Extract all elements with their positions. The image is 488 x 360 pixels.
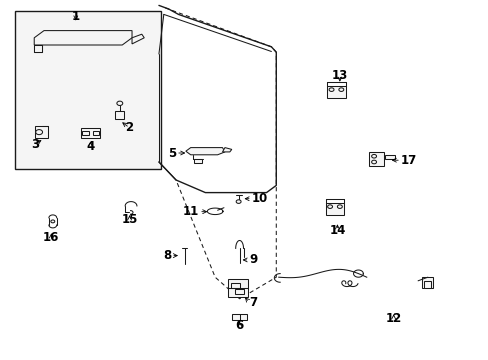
Circle shape [236, 200, 241, 203]
Bar [326, 86, 345, 98]
Polygon shape [132, 34, 144, 44]
Circle shape [371, 154, 376, 158]
Polygon shape [34, 31, 132, 45]
Circle shape [327, 205, 332, 208]
Circle shape [117, 101, 122, 105]
Circle shape [337, 205, 342, 208]
Bar [422, 277, 432, 288]
Bar [384, 155, 394, 159]
Text: 5: 5 [167, 147, 176, 159]
Text: 11: 11 [183, 205, 199, 218]
Text: 15: 15 [121, 213, 138, 226]
Bar [81, 128, 100, 138]
Polygon shape [185, 148, 224, 155]
Polygon shape [34, 45, 41, 52]
Circle shape [371, 160, 376, 164]
Bar [15, 11, 161, 169]
Circle shape [338, 88, 343, 91]
Text: 1: 1 [72, 10, 80, 23]
Text: 9: 9 [249, 253, 257, 266]
Text: 7: 7 [249, 296, 257, 309]
Bar [82, 131, 89, 135]
Text: 8: 8 [163, 249, 171, 262]
Text: 16: 16 [43, 231, 60, 244]
Bar [231, 283, 240, 288]
Polygon shape [222, 148, 231, 152]
Text: 13: 13 [331, 69, 347, 82]
Bar [227, 279, 248, 297]
Text: 10: 10 [251, 192, 267, 205]
Bar [231, 314, 247, 320]
Circle shape [36, 130, 42, 135]
Bar [325, 203, 344, 215]
Text: 12: 12 [385, 312, 401, 325]
Bar [235, 289, 244, 294]
Bar [35, 126, 48, 138]
Bar [93, 131, 99, 135]
Bar [193, 159, 202, 163]
Bar [424, 281, 430, 288]
Text: 2: 2 [125, 121, 133, 134]
Bar [115, 111, 124, 119]
Text: 4: 4 [86, 140, 94, 153]
Text: 17: 17 [400, 154, 416, 167]
Text: 6: 6 [235, 319, 243, 332]
Bar [368, 152, 383, 166]
Circle shape [328, 88, 333, 91]
Text: 14: 14 [328, 224, 345, 237]
Text: 3: 3 [31, 138, 39, 150]
Circle shape [51, 220, 55, 223]
